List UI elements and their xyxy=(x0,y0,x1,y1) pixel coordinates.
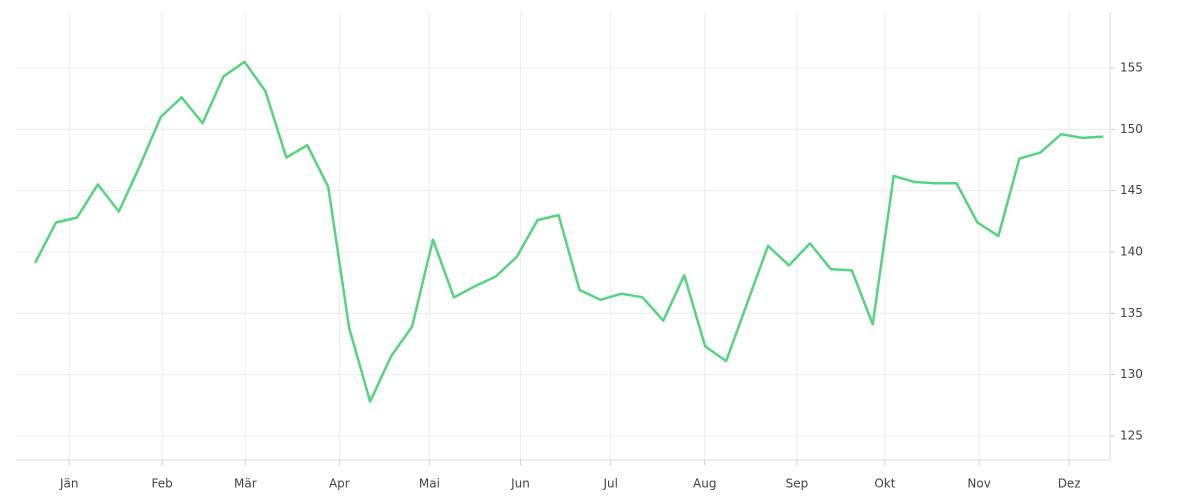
x-tick-label: Jän xyxy=(59,477,79,491)
x-tick-label: Sep xyxy=(786,477,809,491)
x-tick-label: Aug xyxy=(693,477,716,491)
x-tick-label: Dez xyxy=(1058,477,1081,491)
y-tick-label: 125 xyxy=(1120,428,1143,442)
y-tick-label: 135 xyxy=(1120,306,1143,320)
x-tick-label: Mär xyxy=(234,477,257,491)
x-tick-label: Nov xyxy=(967,477,990,491)
x-tick-label: Apr xyxy=(329,477,350,491)
x-tick-label: Jun xyxy=(510,477,530,491)
x-tick-label: Feb xyxy=(152,477,173,491)
y-tick-label: 150 xyxy=(1120,122,1143,136)
y-tick-label: 140 xyxy=(1120,244,1143,258)
x-tick-label: Jul xyxy=(603,477,618,491)
y-tick-label: 155 xyxy=(1120,60,1143,74)
x-tick-label: Okt xyxy=(874,477,895,491)
y-tick-label: 145 xyxy=(1120,183,1143,197)
x-tick-label: Mai xyxy=(419,477,440,491)
line xyxy=(33,60,1104,403)
y-tick-label: 130 xyxy=(1120,367,1143,381)
